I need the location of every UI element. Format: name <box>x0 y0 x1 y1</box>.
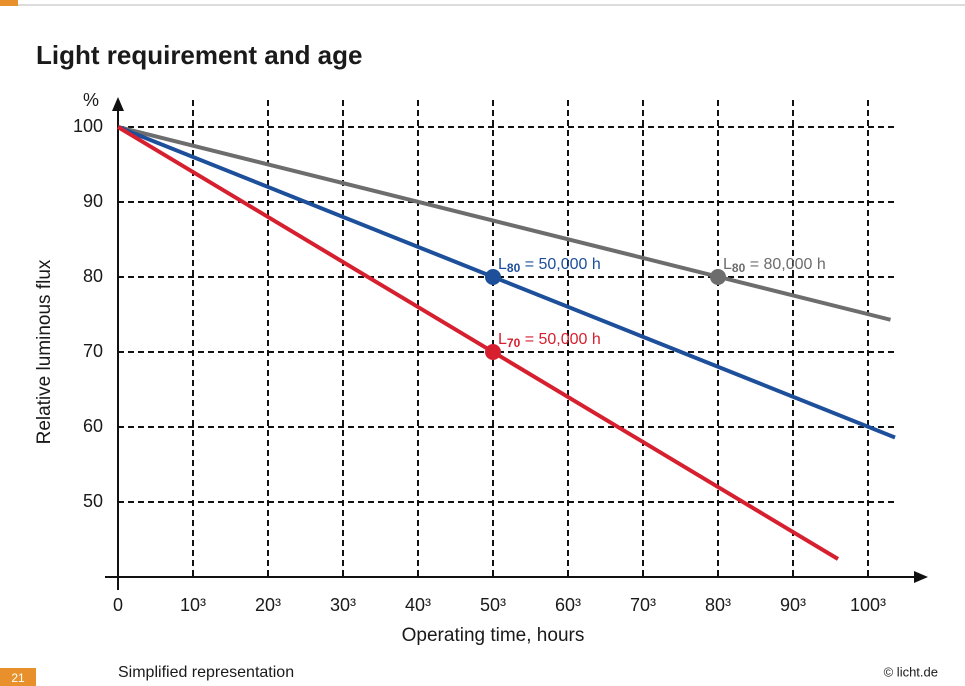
x-axis-arrow <box>914 571 928 583</box>
x-tick-label: 30³ <box>330 595 356 615</box>
x-tick-label: 0 <box>113 595 123 615</box>
chart-title: Light requirement and age <box>36 40 363 70</box>
y-tick-label: 70 <box>83 341 103 361</box>
y-tick-label: 50 <box>83 491 103 511</box>
annotation-label: L70 = 50,000 h <box>498 331 601 350</box>
annotation-subscript: 80 <box>732 261 746 275</box>
y-tick-label: 100 <box>73 116 103 136</box>
x-tick-label: 40³ <box>405 595 431 615</box>
y-tick-label: 90 <box>83 191 103 211</box>
annotation-label: L80 = 50,000 h <box>498 256 601 275</box>
annotation-subscript: 70 <box>507 336 521 350</box>
annotation-text: = 50,000 h <box>520 256 601 273</box>
annotation-text: L <box>723 256 732 273</box>
annotation-label: L80 = 80,000 h <box>723 256 826 275</box>
x-axis-label: Operating time, hours <box>402 625 585 646</box>
y-tick-label: 60 <box>83 416 103 436</box>
top-accent <box>0 0 18 6</box>
note: Simplified representation <box>118 664 294 681</box>
x-tick-label: 90³ <box>780 595 806 615</box>
x-tick-label: 80³ <box>705 595 731 615</box>
series-line <box>116 125 840 561</box>
x-tick-label: 50³ <box>480 595 506 615</box>
annotation-point <box>710 269 726 285</box>
annotation-text: = 80,000 h <box>745 256 826 273</box>
source: © licht.de <box>884 664 938 679</box>
y-tick-label: 80 <box>83 266 103 286</box>
annotation-text: L <box>498 256 507 273</box>
x-tick-label: 100³ <box>850 595 886 615</box>
page-badge <box>0 668 36 686</box>
x-tick-label: 20³ <box>255 595 281 615</box>
y-axis-arrow <box>112 97 124 111</box>
annotation-subscript: 80 <box>507 261 521 275</box>
annotation-text: L <box>498 331 507 348</box>
x-tick-label: 70³ <box>630 595 656 615</box>
annotation-point <box>485 344 501 360</box>
page-number: 21 <box>11 671 25 685</box>
x-tick-label: 60³ <box>555 595 581 615</box>
annotation-text: = 50,000 h <box>520 331 601 348</box>
y-unit: % <box>83 90 99 110</box>
series-line <box>117 125 896 440</box>
x-tick-label: 10³ <box>180 595 206 615</box>
y-axis-label: Relative luminous flux <box>34 259 55 444</box>
series-line <box>117 125 891 322</box>
top-rule <box>18 4 965 6</box>
annotation-point <box>485 269 501 285</box>
